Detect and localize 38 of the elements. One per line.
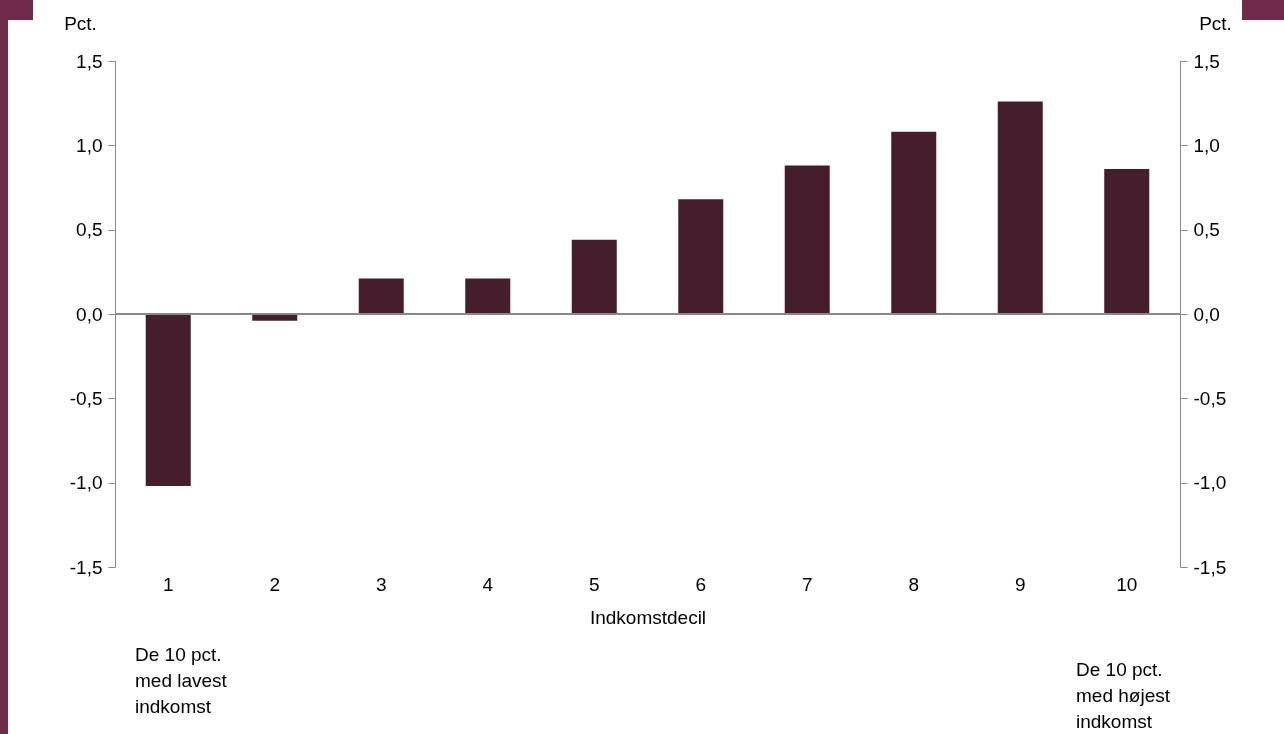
text: De 10 pct. med højest indkomst [1076,658,1170,734]
y-tick-label: -0,5 [69,387,103,409]
y2-tick-label: -1,0 [1193,472,1227,494]
y2-tick-label: 0,5 [1193,219,1220,241]
y-tick-label: -1,5 [69,556,103,578]
bar [358,278,404,314]
y2-axis-title: Pct. [1199,12,1232,34]
x-tick-label: 4 [482,573,494,595]
bar [571,239,617,314]
x-tick-label: 1 [162,573,174,595]
bar [678,199,724,314]
y2-tick-label: -0,5 [1193,387,1227,409]
y-tick-label: 1,5 [76,50,103,72]
bar [1104,168,1150,314]
y2-tick-label: -1,5 [1193,556,1227,578]
text: De 10 pct. med lavest indkomst [135,643,227,719]
x-tick-label: 2 [269,573,281,595]
bar [784,165,830,314]
bar [997,101,1043,314]
x-tick-label: 7 [801,573,813,595]
x-axis-title: Indkomstdecil [589,606,707,628]
x-tick-label: 8 [908,573,920,595]
y2-tick-label: 0,0 [1193,303,1220,325]
x-tick-label: 10 [1116,573,1138,595]
x-tick-label: 6 [695,573,707,595]
y-tick-label: 1,0 [76,134,103,156]
y-tick-label: 0,5 [76,219,103,241]
y2-tick-label: 1,0 [1193,134,1220,156]
bar [891,131,937,314]
x-tick-label: 5 [588,573,600,595]
bar [465,278,511,314]
bar [145,314,191,487]
x-tick-label: 3 [375,573,387,595]
y-tick-label: -1,0 [69,472,103,494]
y-tick-label: 0,0 [76,303,103,325]
y-axis-title: Pct. [64,12,97,34]
y2-tick-label: 1,5 [1193,50,1220,72]
x-tick-label: 9 [1014,573,1026,595]
